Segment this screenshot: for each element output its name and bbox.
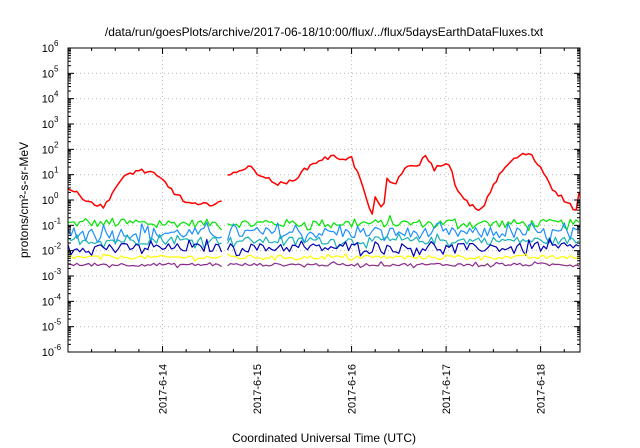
y-tick-label: 10 -2 [42, 242, 62, 258]
series-line [227, 215, 580, 232]
y-tick-base: 10 [42, 246, 54, 258]
y-tick-base: 10 [42, 220, 54, 232]
y-tick-exponent: 0 [54, 191, 59, 200]
series-line [67, 234, 222, 249]
series-line [227, 152, 580, 215]
y-tick-label: 10 -6 [42, 343, 62, 359]
y-tick-exponent: -4 [54, 292, 62, 301]
y-tick-base: 10 [42, 271, 54, 283]
series-line [226, 221, 580, 244]
x-tick-label: 2017-6-14 [158, 364, 170, 414]
y-tick-label: 10 5 [42, 64, 59, 80]
y-tick-label: 10 -4 [42, 292, 62, 308]
series-line [67, 217, 223, 231]
y-tick-base: 10 [42, 68, 54, 80]
y-tick-exponent: 3 [54, 115, 59, 124]
chart-title: /data/run/goesPlots/archive/2017-06-18/1… [105, 25, 544, 39]
series-layer [67, 152, 580, 269]
y-tick-base: 10 [42, 195, 54, 207]
y-tick-base: 10 [42, 43, 54, 55]
y-tick-label: 10 4 [42, 90, 59, 106]
grid-lines [68, 48, 580, 352]
y-tick-base: 10 [42, 322, 54, 334]
y-tick-label: 10 2 [42, 140, 59, 156]
y-tick-base: 10 [42, 94, 54, 106]
series-line [226, 233, 580, 249]
y-tick-label: 10 3 [42, 115, 59, 131]
y-tick-exponent: 1 [54, 166, 59, 175]
y-tick-label: 10 6 [42, 39, 59, 55]
x-tick-label: 2017-6-17 [441, 364, 453, 414]
y-tick-base: 10 [42, 119, 54, 131]
series-line [227, 261, 580, 269]
series-line [67, 238, 223, 256]
x-tick-label: 2017-6-15 [252, 364, 264, 414]
series-line [67, 262, 222, 269]
x-tick-label: 2017-6-16 [347, 364, 359, 414]
x-axis-title: Coordinated Universal Time (UTC) [232, 431, 416, 445]
y-tick-base: 10 [42, 296, 54, 308]
y-tick-label: 10 1 [42, 166, 59, 182]
series-line [67, 221, 222, 245]
y-tick-exponent: -6 [54, 343, 62, 352]
y-axis-title: protons/cm²-s-sr-MeV [17, 142, 31, 258]
y-tick-exponent: -1 [54, 216, 62, 225]
series-line [226, 238, 580, 257]
y-tick-exponent: -5 [54, 318, 62, 327]
y-tick-label: 10 -1 [42, 216, 62, 232]
y-tick-exponent: -2 [54, 242, 62, 251]
y-tick-exponent: 4 [54, 90, 59, 99]
y-tick-label: 10 -3 [42, 267, 62, 283]
y-tick-base: 10 [42, 144, 54, 156]
y-tick-base: 10 [42, 170, 54, 182]
series-line [67, 168, 222, 209]
y-tick-exponent: -3 [54, 267, 62, 276]
series-line [227, 253, 580, 261]
series-line [67, 253, 222, 262]
y-tick-label: 10 -5 [42, 318, 62, 334]
y-tick-label: 10 0 [42, 191, 59, 207]
y-tick-exponent: 5 [54, 64, 59, 73]
x-tick-label: 2017-6-18 [536, 364, 548, 414]
y-tick-exponent: 2 [54, 140, 59, 149]
y-tick-exponent: 6 [54, 39, 59, 48]
y-tick-base: 10 [42, 347, 54, 359]
